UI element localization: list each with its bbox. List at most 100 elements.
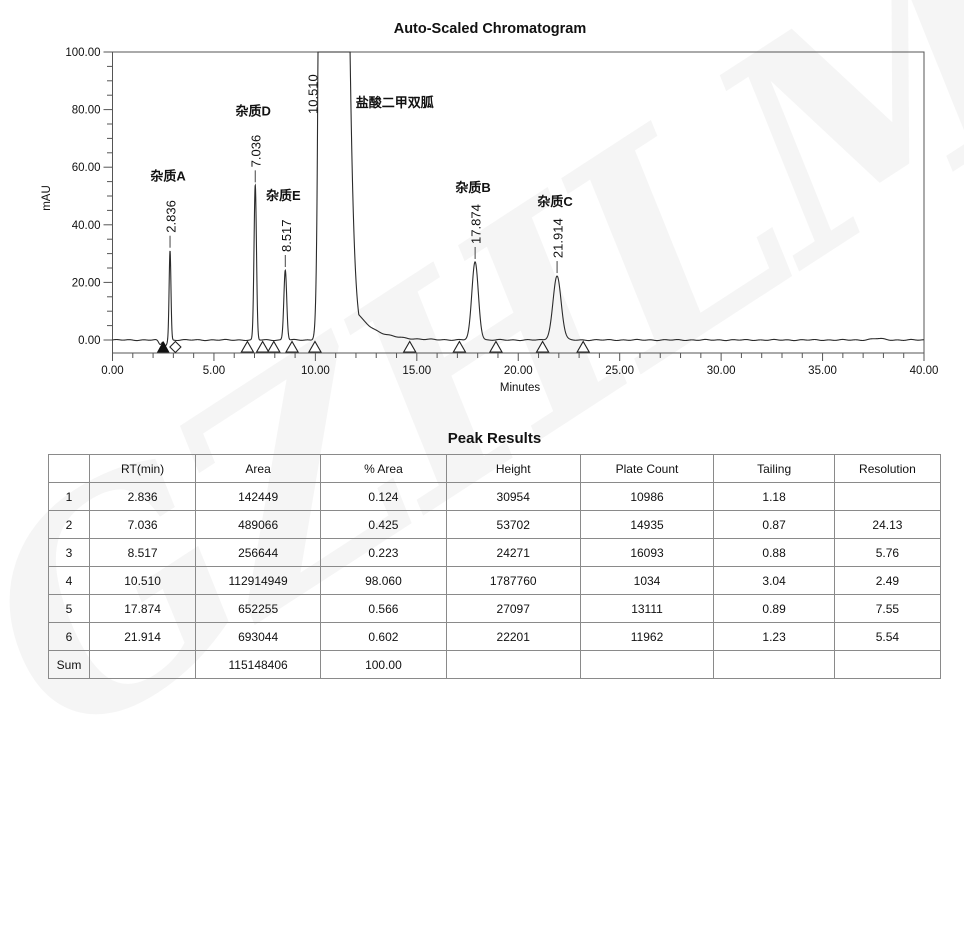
table-cell: 5.76 bbox=[833, 538, 942, 567]
table-cell: 1 bbox=[47, 482, 91, 511]
table-row: 3 8.517 256644 0.223 24271 16093 0.88 5.76 bbox=[47, 538, 942, 567]
table-cell: 115148406 bbox=[195, 650, 322, 679]
y-axis-title: mAU bbox=[41, 185, 53, 211]
table-cell: 10.510 bbox=[89, 566, 197, 595]
table-cell: 693044 bbox=[195, 622, 322, 651]
table-cell: 3 bbox=[47, 538, 91, 567]
table-row: Sum 115148406 100.00 bbox=[47, 650, 942, 679]
column-header: Area bbox=[195, 454, 322, 483]
table-cell: 0.602 bbox=[320, 622, 447, 651]
table-cell: 24.13 bbox=[833, 510, 942, 539]
table-cell: 0.88 bbox=[713, 538, 835, 567]
chromatogram-plot: Auto-Scaled Chromatogram mAU Minutes 0.0… bbox=[41, 21, 939, 394]
peak-results-table: RT(min) Area% Area Height Plate Count Tailin… bbox=[47, 454, 942, 679]
table-cell: 256644 bbox=[195, 538, 322, 567]
table-cell: 7.55 bbox=[833, 594, 942, 623]
table-cell: 7.036 bbox=[89, 510, 197, 539]
chromatogram-trace bbox=[112, 51, 924, 347]
y-tick-label: 0.00 bbox=[78, 335, 100, 347]
integration-marker-diamond bbox=[169, 340, 182, 354]
peak-results-section: Peak Results RT(min) Area% Area Height Plat… bbox=[47, 430, 942, 679]
x-tick-label: 40.00 bbox=[910, 365, 939, 377]
table-cell: 98.060 bbox=[320, 566, 447, 595]
y-tick-label: 20.00 bbox=[72, 277, 101, 289]
table-cell: 5 bbox=[47, 594, 91, 623]
peak-rt-label: 10.510 bbox=[306, 74, 321, 114]
table-cell: 0.87 bbox=[713, 510, 835, 539]
table-cell: 1034 bbox=[579, 566, 715, 595]
column-header: Resolution bbox=[833, 454, 942, 483]
x-tick-label: 10.00 bbox=[301, 365, 330, 377]
table-header-row: RT(min) Area% Area Height Plate Count Tailin… bbox=[47, 454, 942, 483]
peak-rt-label: 8.517 bbox=[279, 219, 294, 252]
table-title: Peak Results bbox=[447, 430, 542, 447]
integration-marker-triangle bbox=[452, 340, 467, 353]
table-row: 1 2.836 142449 0.124 30954 10986 1.18 bbox=[47, 482, 942, 511]
table-cell: 1.23 bbox=[713, 622, 835, 651]
table-cell: 17.874 bbox=[89, 594, 197, 623]
column-header: % Area bbox=[320, 454, 447, 483]
column-header bbox=[47, 454, 91, 483]
plot-frame bbox=[112, 51, 925, 354]
table-cell: 142449 bbox=[195, 482, 322, 511]
table-cell: 27097 bbox=[445, 594, 581, 623]
peak-name-label: 杂质E bbox=[266, 188, 301, 203]
column-header: Height bbox=[445, 454, 581, 483]
integration-marker-triangle bbox=[535, 340, 550, 353]
x-tick-label: 0.00 bbox=[101, 365, 123, 377]
table-cell: 53702 bbox=[445, 510, 581, 539]
integration-marker-triangle bbox=[308, 340, 322, 353]
table-cell: 16093 bbox=[579, 538, 715, 567]
integration-marker-triangle bbox=[576, 340, 591, 353]
y-tick-label: 100.00 bbox=[65, 47, 100, 59]
x-tick-label: 15.00 bbox=[402, 365, 431, 377]
table-row: 6 21.914 693044 0.602 22201 11962 1.23 5.54 bbox=[47, 622, 942, 651]
peak-rt-label: 21.914 bbox=[551, 218, 566, 258]
table-cell: 11962 bbox=[579, 622, 715, 651]
peak-rt-label: 2.836 bbox=[164, 200, 179, 233]
table-cell: 5.54 bbox=[833, 622, 942, 651]
table-cell bbox=[445, 650, 581, 679]
peak-name-label: 杂质C bbox=[537, 194, 573, 209]
table-cell: 6 bbox=[47, 622, 91, 651]
chart-title: Auto-Scaled Chromatogram bbox=[394, 21, 587, 37]
table-cell bbox=[713, 650, 835, 679]
peak-name-label: 盐酸二甲双胍 bbox=[356, 95, 434, 110]
table-row: 2 7.036 489066 0.425 53702 14935 0.87 24.13 bbox=[47, 510, 942, 539]
table-row: 4 10.510 112914949 98.060 1787760 1034 3.04 2.4… bbox=[47, 566, 942, 595]
column-header: Tailing bbox=[713, 454, 835, 483]
table-cell: 14935 bbox=[579, 510, 715, 539]
table-cell: 100.00 bbox=[320, 650, 447, 679]
table-cell: 13111 bbox=[579, 594, 715, 623]
table-cell bbox=[833, 482, 942, 511]
table-cell: 0.566 bbox=[320, 594, 447, 623]
table-cell: 2.49 bbox=[833, 566, 942, 595]
table-cell: 22201 bbox=[445, 622, 581, 651]
integration-marker-triangle bbox=[255, 340, 270, 353]
table-cell: 652255 bbox=[195, 594, 322, 623]
peak-rt-label: 17.874 bbox=[469, 204, 484, 244]
y-tick-label: 80.00 bbox=[72, 105, 101, 117]
peak-name-label: 杂质D bbox=[236, 103, 271, 118]
x-tick-label: 35.00 bbox=[808, 365, 837, 377]
table-cell: 4 bbox=[47, 566, 91, 595]
integration-marker-triangle bbox=[285, 340, 299, 353]
chromatogram-section: Auto-Scaled Chromatogram mAU Minutes 0.0… bbox=[0, 0, 964, 400]
peak-name-label: 杂质B bbox=[455, 180, 490, 195]
table-cell: 21.914 bbox=[89, 622, 197, 651]
integration-marker-triangle bbox=[240, 340, 255, 353]
column-header: RT(min) bbox=[89, 454, 197, 483]
integration-marker-filled-triangle bbox=[156, 340, 170, 353]
x-axis-title: Minutes bbox=[500, 382, 541, 394]
table-cell: 1.18 bbox=[713, 482, 835, 511]
integration-marker-triangle bbox=[488, 340, 503, 353]
table-cell: 30954 bbox=[445, 482, 581, 511]
table-cell: 2 bbox=[47, 510, 91, 539]
x-tick-label: 25.00 bbox=[605, 365, 634, 377]
y-tick-label: 40.00 bbox=[72, 220, 101, 232]
table-cell bbox=[833, 650, 942, 679]
column-header: Plate Count bbox=[579, 454, 715, 483]
table-cell: 8.517 bbox=[89, 538, 197, 567]
table-cell: 489066 bbox=[195, 510, 322, 539]
table-cell: 1787760 bbox=[445, 566, 581, 595]
